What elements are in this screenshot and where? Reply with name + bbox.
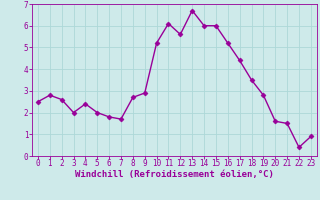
X-axis label: Windchill (Refroidissement éolien,°C): Windchill (Refroidissement éolien,°C) — [75, 170, 274, 179]
